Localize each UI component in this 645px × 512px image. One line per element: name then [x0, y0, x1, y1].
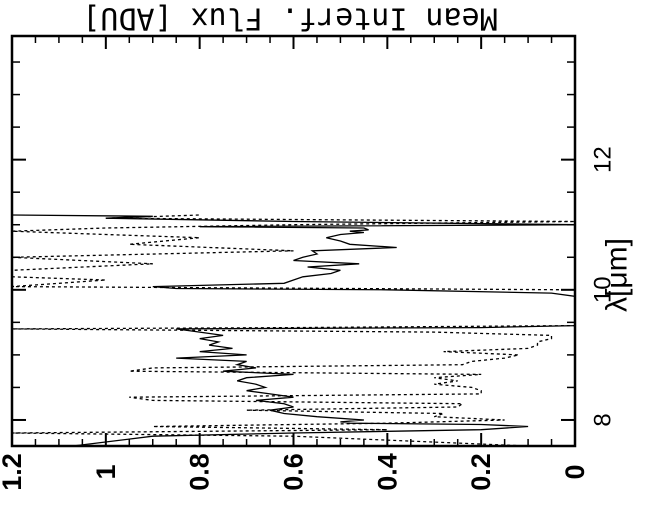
flux-tick-label-2: 0.4: [372, 453, 402, 491]
flux-tick-label-4: 0.8: [185, 453, 215, 491]
plot-area: 0 0.2 0.4 0.6 0.8 1 1.2 8 10 12: [0, 34, 617, 491]
flux-tick-label-1: 0.2: [466, 453, 496, 491]
series-line-1-solid: [11, 214, 576, 447]
chart-title-text: Mean Interf. Flux [ADU]: [82, 1, 497, 36]
lambda-tick-label-2: 12: [590, 146, 617, 173]
chart-title: Mean Interf. Flux [ADU]: [82, 1, 497, 36]
flux-tick-label-0: 0: [560, 464, 590, 479]
x-axis-label: λ[μm]: [601, 238, 634, 312]
flux-tick-label-5: 1: [91, 464, 121, 479]
flux-tick-label-3: 0.6: [279, 453, 309, 491]
plot-frame: [10, 34, 577, 448]
lambda-tick-label-1: 10: [590, 276, 617, 303]
series-line-2-dotted: [11, 214, 576, 447]
x-axis-label-text: λ[μm]: [601, 238, 634, 312]
lambda-tick-label-0: 8: [590, 413, 617, 426]
flux-tick-label-6: 1.2: [0, 453, 27, 491]
